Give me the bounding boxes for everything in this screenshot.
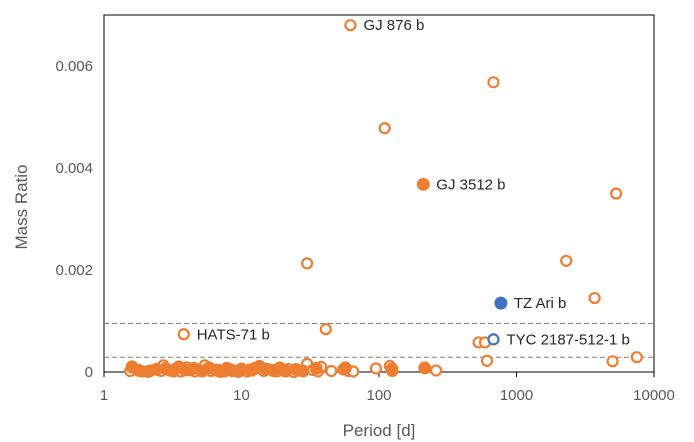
x-tick-label: 10 xyxy=(233,387,250,404)
data-point xyxy=(588,291,601,305)
data-points xyxy=(124,19,643,379)
data-point xyxy=(606,355,619,368)
data-point xyxy=(429,364,443,377)
data-point xyxy=(487,333,500,346)
data-point xyxy=(418,361,432,375)
y-tick-label: 0.002 xyxy=(55,262,93,279)
x-tick-label: 10000 xyxy=(633,387,675,404)
x-tick-label: 100 xyxy=(366,387,391,404)
data-point xyxy=(630,351,643,364)
data-point xyxy=(296,364,310,378)
data-point xyxy=(487,76,500,89)
x-axis-title: Period [d] xyxy=(343,421,416,440)
data-point xyxy=(385,362,399,376)
annotations: GJ 876 b GJ 3512 b TZ Ari b HATS-71 b TYC 21… xyxy=(197,17,630,348)
data-point xyxy=(494,296,508,310)
data-point xyxy=(338,361,352,375)
annotation-label: TZ Ari b xyxy=(514,295,567,312)
reference-lines xyxy=(104,323,654,358)
plot-frame xyxy=(103,14,655,373)
data-point xyxy=(560,254,573,267)
data-point xyxy=(609,187,623,200)
data-point xyxy=(325,364,338,378)
annotation-label: HATS-71 b xyxy=(197,326,270,343)
data-point xyxy=(177,328,190,341)
annotation-label: TYC 2187-512-1 b xyxy=(506,331,629,348)
data-point xyxy=(319,323,332,336)
data-point xyxy=(309,361,323,375)
data-point xyxy=(416,177,430,191)
annotation-label: GJ 3512 b xyxy=(436,176,505,193)
y-tick-label: 0.004 xyxy=(55,160,93,177)
y-tick-label: 0 xyxy=(85,364,93,381)
axes: 1 10 100 1000 10000 0 0.002 0.004 0.006 xyxy=(55,14,675,404)
y-tick-label: 0.006 xyxy=(55,58,93,75)
data-point xyxy=(480,354,494,367)
x-tick-label: 1 xyxy=(100,387,108,404)
data-point xyxy=(378,122,391,135)
data-point xyxy=(344,19,357,32)
data-point xyxy=(301,257,314,270)
x-tick-label: 1000 xyxy=(500,387,533,404)
data-point xyxy=(369,362,383,375)
y-axis-title: Mass Ratio xyxy=(12,164,31,249)
annotation-label: GJ 876 b xyxy=(363,17,424,34)
